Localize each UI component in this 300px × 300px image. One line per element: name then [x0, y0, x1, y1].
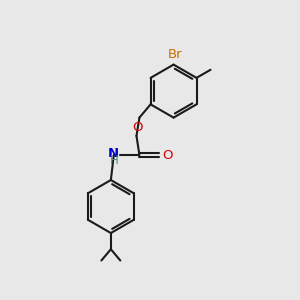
Text: N: N — [108, 147, 119, 160]
Text: O: O — [162, 148, 172, 161]
Text: Br: Br — [168, 48, 182, 61]
Text: O: O — [133, 121, 143, 134]
Text: H: H — [110, 154, 118, 167]
